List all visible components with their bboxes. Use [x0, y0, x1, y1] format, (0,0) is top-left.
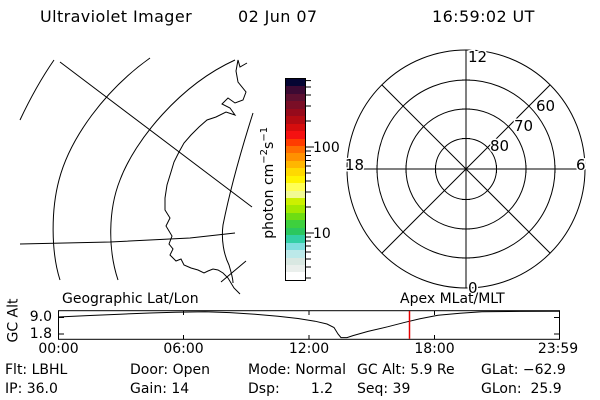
ytick-label-top: 9.0: [29, 309, 52, 325]
mlt-label-18: 18: [345, 156, 364, 174]
map-caption: Geographic Lat/Lon: [62, 291, 199, 307]
xtick-2359: 23:59: [537, 341, 579, 357]
xtick-1800: 18:00: [414, 341, 455, 357]
polar-spokes: [347, 50, 585, 288]
coastline: [164, 59, 248, 295]
timeline-axis-box: [58, 310, 560, 340]
mlat-label-60: 60: [536, 97, 555, 115]
mlat-label-80: 80: [490, 137, 509, 155]
status-gc-alt: GC Alt: 5.9 Re: [357, 362, 455, 378]
polar-grid: 12 18 6 0 80 70 60: [344, 47, 588, 299]
status-door: Door: Open: [130, 362, 210, 378]
altitude-curve: [57, 310, 560, 339]
mlt-label-0: 0: [468, 279, 478, 297]
xtick-1200: 12:00: [288, 341, 330, 357]
colorbar-gradient: [285, 78, 306, 281]
ytick-label-bottom: 1.8: [29, 325, 52, 342]
mlat-label-70: 70: [514, 117, 533, 135]
colorbar-ticks: [306, 80, 314, 279]
timeline-plot: [57, 310, 560, 340]
status-glat: GLat: −62.9: [481, 362, 566, 378]
status-dsp: Dsp: 1.2: [248, 381, 334, 397]
geographic-map: [19, 57, 254, 295]
xtick-0600: 06:00: [163, 341, 204, 357]
colorbar-tick-label-100: 100: [313, 140, 340, 156]
status-ip: IP: 36.0: [5, 381, 58, 397]
colorbar-unit-label: photon cm−2s−1: [259, 126, 277, 239]
date-label: 02 Jun 07: [238, 7, 318, 26]
status-gain: Gain: 14: [130, 381, 190, 397]
mlt-label-12: 12: [468, 48, 487, 66]
polar-spoke-ticks: [376, 79, 556, 259]
timeline-ylabel: GC Alt: [5, 298, 22, 343]
status-flt: Flt: LBHL: [5, 362, 68, 378]
colorbar-tick-label-10: 10: [313, 226, 331, 242]
polar-caption: Apex MLat/MLT: [400, 291, 505, 307]
status-mode: Mode: Normal: [248, 362, 346, 378]
status-glon: GLon: 25.9: [481, 381, 562, 397]
time-label: 16:59:02 UT: [432, 7, 535, 26]
map-graticule: [19, 57, 254, 284]
timeline-axis-ticks: [59, 311, 559, 339]
app-title: Ultraviolet Imager: [40, 7, 193, 26]
xtick-0000: 00:00: [38, 341, 79, 357]
status-seq: Seq: 39: [357, 381, 411, 397]
mlt-label-6: 6: [576, 156, 586, 174]
